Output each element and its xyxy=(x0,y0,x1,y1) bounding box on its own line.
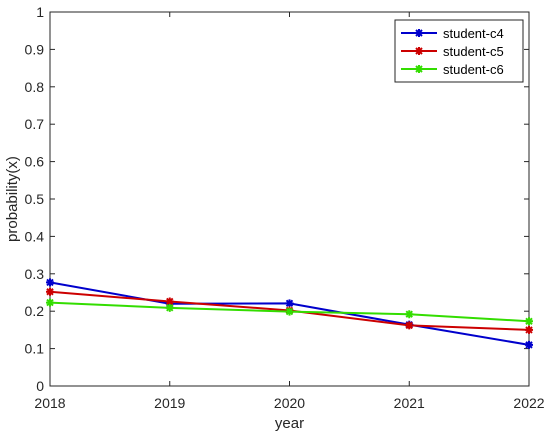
data-point xyxy=(46,298,54,307)
data-point xyxy=(165,303,174,312)
marker-glyph xyxy=(415,65,423,73)
marker-glyph xyxy=(405,321,414,330)
marker-glyph xyxy=(46,287,54,296)
y-tick-label: 0.6 xyxy=(25,154,45,170)
data-point xyxy=(525,325,533,334)
marker-glyph xyxy=(525,340,533,349)
legend-item: student-c4 xyxy=(401,26,504,41)
marker-glyph xyxy=(165,297,174,306)
data-point xyxy=(405,310,414,319)
y-tick-label: 0 xyxy=(36,378,44,394)
marker-glyph xyxy=(46,278,54,287)
marker-glyph xyxy=(405,310,414,319)
y-tick-label: 0.1 xyxy=(25,341,45,357)
data-point xyxy=(46,278,54,287)
marker-glyph xyxy=(415,29,423,37)
axes: 2018 2019 2020 2021 2022 0 0.1 0.2 0.3 0.4 0.5 0.6 0… xyxy=(25,4,545,411)
y-tick-label: 0.7 xyxy=(25,116,45,132)
legend-marker xyxy=(415,29,423,37)
legend: student-c4 student-c5 student-c6 xyxy=(394,19,524,83)
data-point xyxy=(285,299,294,308)
x-tick-label: 2021 xyxy=(394,395,425,411)
legend-label: student-c6 xyxy=(443,62,504,77)
x-tick-label: 2020 xyxy=(274,395,305,411)
y-tick-label: 0.3 xyxy=(25,266,45,282)
marker-glyph xyxy=(525,317,533,326)
data-point xyxy=(46,287,54,296)
series-layer xyxy=(46,278,533,349)
x-tick-label: 2022 xyxy=(513,395,544,411)
x-axis-label: year xyxy=(275,415,304,432)
marker-glyph xyxy=(46,298,54,307)
legend-item: student-c5 xyxy=(401,44,504,59)
marker-glyph xyxy=(165,303,174,312)
y-tick-label: 0.4 xyxy=(25,228,45,244)
y-tick-label: 0.8 xyxy=(25,79,45,95)
data-point xyxy=(165,297,174,306)
marker-glyph xyxy=(285,299,294,308)
legend-marker xyxy=(415,47,423,55)
marker-glyph xyxy=(415,47,423,55)
y-tick-label: 1 xyxy=(36,4,44,20)
legend-item: student-c6 xyxy=(401,62,504,77)
series-student-c6 xyxy=(46,298,533,326)
data-point xyxy=(405,321,414,330)
legend-label: student-c4 xyxy=(443,26,504,41)
data-point xyxy=(285,307,294,316)
y-tick-label: 0.5 xyxy=(25,191,45,207)
y-tick-label: 0.9 xyxy=(25,41,45,57)
marker-glyph xyxy=(285,307,294,316)
x-tick-label: 2019 xyxy=(154,395,185,411)
legend-label: student-c5 xyxy=(443,44,504,59)
marker-glyph xyxy=(525,325,533,334)
data-point xyxy=(525,317,533,326)
legend-marker xyxy=(415,65,423,73)
y-tick-label: 0.2 xyxy=(25,303,45,319)
data-point xyxy=(525,340,533,349)
y-axis-label: probability(x) xyxy=(4,156,21,242)
x-tick-label: 2018 xyxy=(34,395,65,411)
